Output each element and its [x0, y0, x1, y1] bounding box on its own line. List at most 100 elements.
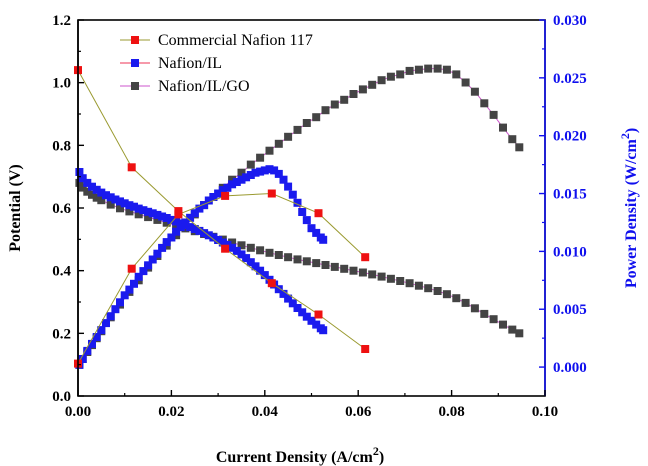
nafion-il-power-point	[88, 339, 96, 348]
nafion-il-power-point	[148, 255, 157, 264]
nafion-il-power-point	[120, 291, 129, 300]
nafion-il-polarization-point	[139, 206, 148, 215]
x-tick-label: 0.06	[345, 404, 372, 420]
nafion-il-go-power-point	[405, 66, 414, 75]
x-tick-label: 0.04	[252, 404, 279, 420]
y-right-tick-label: 0.000	[553, 360, 587, 376]
nafion-il-go-power-point	[470, 87, 479, 96]
nafion-il-polarization-point	[144, 207, 153, 216]
nafion-il-power-point	[312, 228, 321, 237]
nafion-il-go-polarization-point	[134, 210, 143, 219]
nafion-il-go-power-point	[340, 95, 349, 104]
nafion-il-polarization-point	[246, 258, 255, 267]
nafion-il-power-point	[92, 333, 101, 341]
nafion-il-go-power-point	[256, 153, 265, 162]
nafion-il-go-polarization-point	[162, 218, 171, 227]
y-axis-left-title: Potential (V)	[7, 164, 24, 252]
nafion-il-go-polarization-point	[480, 309, 489, 318]
nafion-il-go-polarization-point	[386, 274, 395, 283]
nafion-il-power-point	[319, 235, 328, 244]
nafion-il-go-polarization-point	[256, 246, 265, 255]
nafion-il-power-point	[139, 267, 148, 276]
nafion-il-polarization-point	[298, 308, 307, 317]
nafion-il-power-point	[209, 193, 218, 201]
nafion-il-go-power-point	[396, 70, 405, 79]
nafion-il-polarization-point	[134, 204, 143, 213]
commercial-nafion-117-polarization-point	[221, 244, 230, 253]
nafion-il-power-point	[260, 166, 269, 175]
nafion-il-go-polarization-point	[340, 264, 349, 273]
bottom-axis: 0.00 0.02 0.04 0.06 0.08 0.10	[65, 390, 558, 420]
legend-marker	[131, 59, 139, 67]
y-right-tick-label: 0.010	[553, 244, 587, 260]
nafion-il-polarization-point	[153, 210, 162, 219]
nafion-il-power-point	[242, 173, 251, 182]
nafion-il-power-point	[223, 183, 232, 192]
nafion-il-power-point	[176, 223, 185, 232]
nafion-il-polarization-point	[148, 209, 157, 218]
nafion-il-power-point	[293, 198, 302, 207]
y-right-tick-label: 0.025	[553, 71, 587, 87]
nafion-il-power-point	[195, 204, 204, 213]
nafion-il-go-power-point	[377, 76, 386, 85]
nafion-il-go-polarization-point	[358, 268, 367, 277]
nafion-il-go-power-point	[452, 70, 461, 79]
x-tick-label: 0.10	[532, 404, 558, 420]
nafion-il-go-power-point	[302, 119, 311, 127]
nafion-il-go-power-point	[414, 65, 423, 74]
nafion-il-polarization-point	[228, 243, 237, 252]
nafion-il-polarization-point	[88, 182, 96, 191]
nafion-il-power-point	[97, 326, 106, 335]
nafion-il-power-point	[274, 169, 283, 178]
y-left-tick-label: 1.2	[52, 13, 71, 29]
y-right-tick-label: 0.015	[553, 187, 587, 203]
nafion-il-polarization-point	[162, 214, 171, 222]
nafion-il-go-polarization-point	[116, 204, 124, 213]
commercial-nafion-117-power-point	[127, 264, 136, 273]
nafion-il-power-point	[83, 346, 92, 355]
nafion-il-power-point	[144, 261, 153, 270]
nafion-il-go-polarization-point	[442, 290, 451, 299]
x-axis-title: Current Density (A/cm2)	[216, 444, 384, 466]
nafion-il-go-polarization-point	[499, 320, 507, 329]
nafion-il-polarization-point	[195, 226, 204, 235]
nafion-il-polarization-point	[111, 195, 120, 204]
nafion-il-power-point	[256, 167, 265, 176]
nafion-il-go-polarization-point	[153, 215, 162, 224]
nafion-il-go-polarization-point	[330, 262, 339, 271]
commercial-nafion-117-polarization-point	[314, 310, 323, 319]
series-nafion-il	[75, 165, 328, 369]
nafion-il-power-point	[134, 272, 143, 281]
nafion-il-go-polarization-point	[461, 298, 470, 307]
nafion-il-go-polarization-point	[515, 329, 524, 338]
y-left-tick-label: 0.2	[52, 326, 71, 342]
nafion-il-go-polarization-point	[470, 304, 479, 313]
nafion-il-power-point	[284, 182, 293, 191]
nafion-il-go-power-point	[246, 160, 255, 169]
nafion-il-power-point	[181, 218, 190, 227]
nafion-il-go-power-point	[489, 110, 498, 119]
nafion-il-polarization-point	[92, 185, 101, 194]
nafion-il-go-polarization-point	[97, 196, 106, 205]
nafion-il-go-power-point	[368, 80, 377, 89]
nafion-il-power-point	[167, 233, 176, 242]
nafion-il-polarization-point	[293, 304, 302, 312]
commercial-nafion-117-polarization-point	[361, 345, 370, 353]
nafion-il-power-point	[172, 227, 181, 236]
nafion-il-go-power-point	[499, 123, 507, 132]
nafion-il-go-polarization-point	[321, 261, 330, 269]
nafion-il-power-point	[265, 165, 274, 174]
nafion-il-go-power-point	[461, 78, 470, 87]
nafion-il-polarization-point	[125, 201, 134, 210]
nafion-il-polarization-point	[167, 215, 176, 224]
nafion-il-polarization-point	[242, 254, 251, 263]
nafion-il-go-polarization-point	[302, 257, 311, 266]
x-tick-label: 0.08	[438, 404, 464, 420]
nafion-il-go-polarization-point	[424, 284, 433, 293]
nafion-il-power-point	[102, 319, 110, 328]
nafion-il-go-polarization-point	[489, 315, 498, 324]
series-nafion-il-go	[75, 64, 524, 369]
nafion-il-go-power-point	[386, 72, 395, 81]
nafion-il-power-point	[190, 209, 199, 218]
nafion-il-go-polarization-point	[508, 325, 517, 334]
